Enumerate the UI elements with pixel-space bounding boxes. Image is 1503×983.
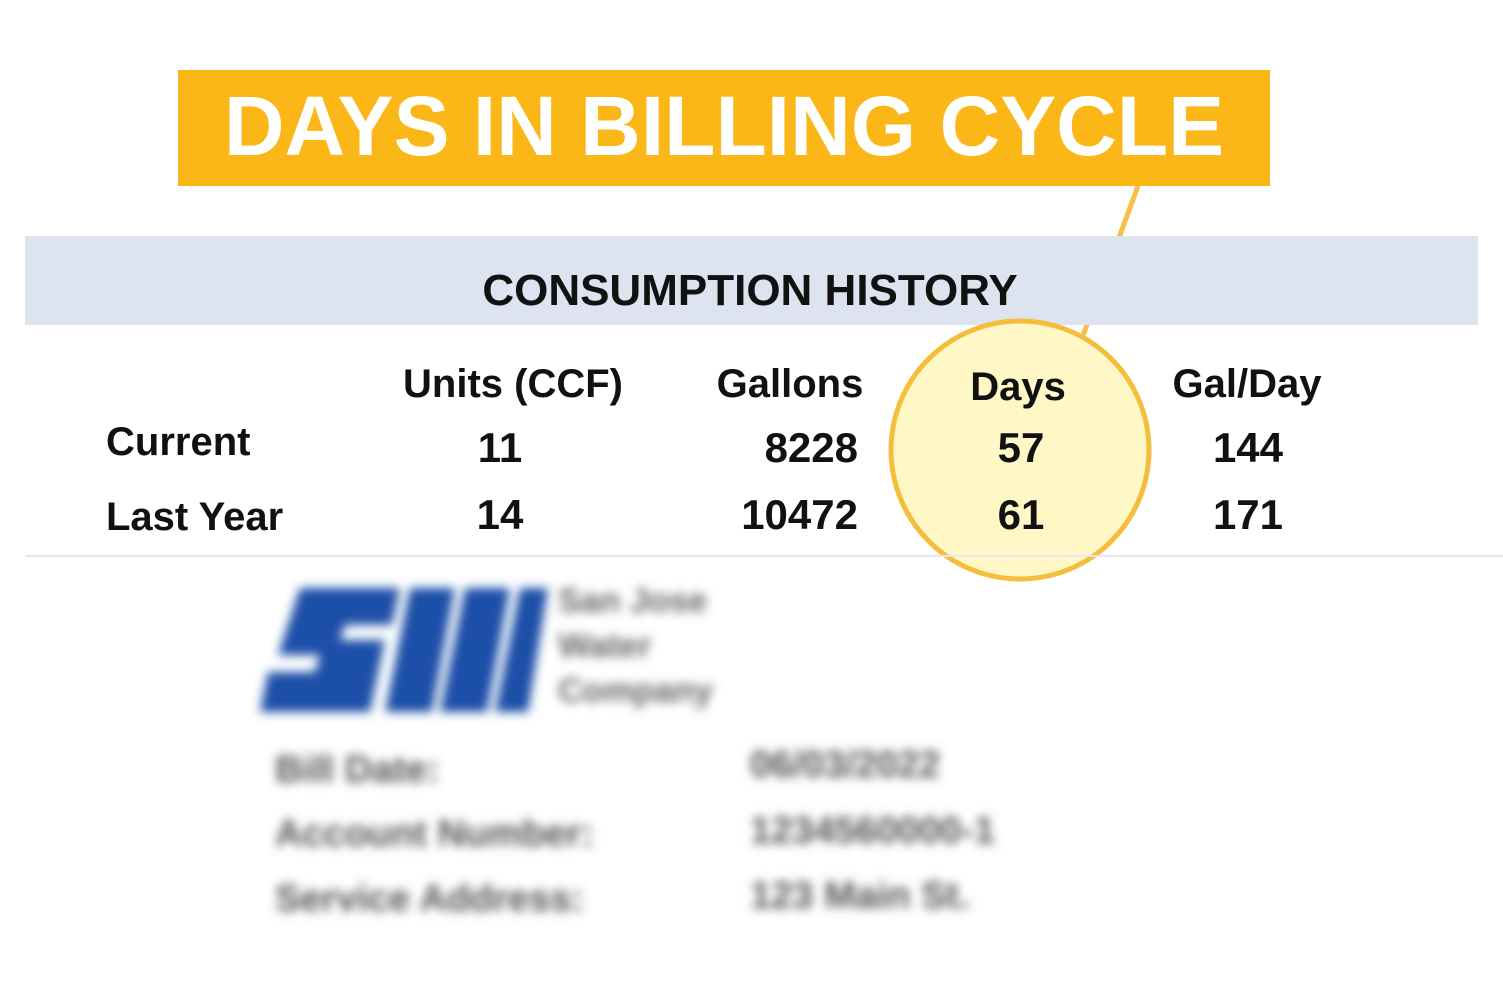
company-name-line: Water [558,627,651,665]
info-label: Bill Date: [275,749,440,791]
column-header: Gallons [717,362,864,406]
highlight-circle [888,318,1152,582]
info-label: Service Address: [275,878,584,920]
cell: 10472 [741,491,858,538]
company-logo [260,588,548,712]
cell: 144 [1213,424,1284,471]
cell: 57 [998,424,1045,471]
cell: 8228 [765,424,858,471]
column-header: Days [970,365,1066,409]
info-value: 123 Main St. [750,875,970,917]
column-header: Gal/Day [1173,362,1323,406]
cell: 171 [1213,491,1283,538]
cell: 61 [998,491,1045,538]
info-value: 1234560000-1 [750,810,995,852]
company-name: San Jose Water Company [558,582,713,710]
cell: 11 [478,424,522,471]
cell: 14 [477,491,524,538]
section-title: CONSUMPTION HISTORY [482,266,1017,315]
column-header: Units (CCF) [403,362,623,406]
company-name-line: Company [558,672,713,710]
section-header [25,236,1478,325]
info-label: Account Number: [275,813,594,855]
callout-box [178,70,1270,186]
company-name-line: San Jose [558,582,707,620]
row-label: Current [106,420,250,464]
callout-title: DAYS IN BILLING CYCLE [224,79,1224,173]
bill-info: Bill Date: 06/03/2022 Account Number: 12… [275,744,995,920]
row-label: Last Year [106,495,283,539]
info-value: 06/03/2022 [750,744,940,786]
